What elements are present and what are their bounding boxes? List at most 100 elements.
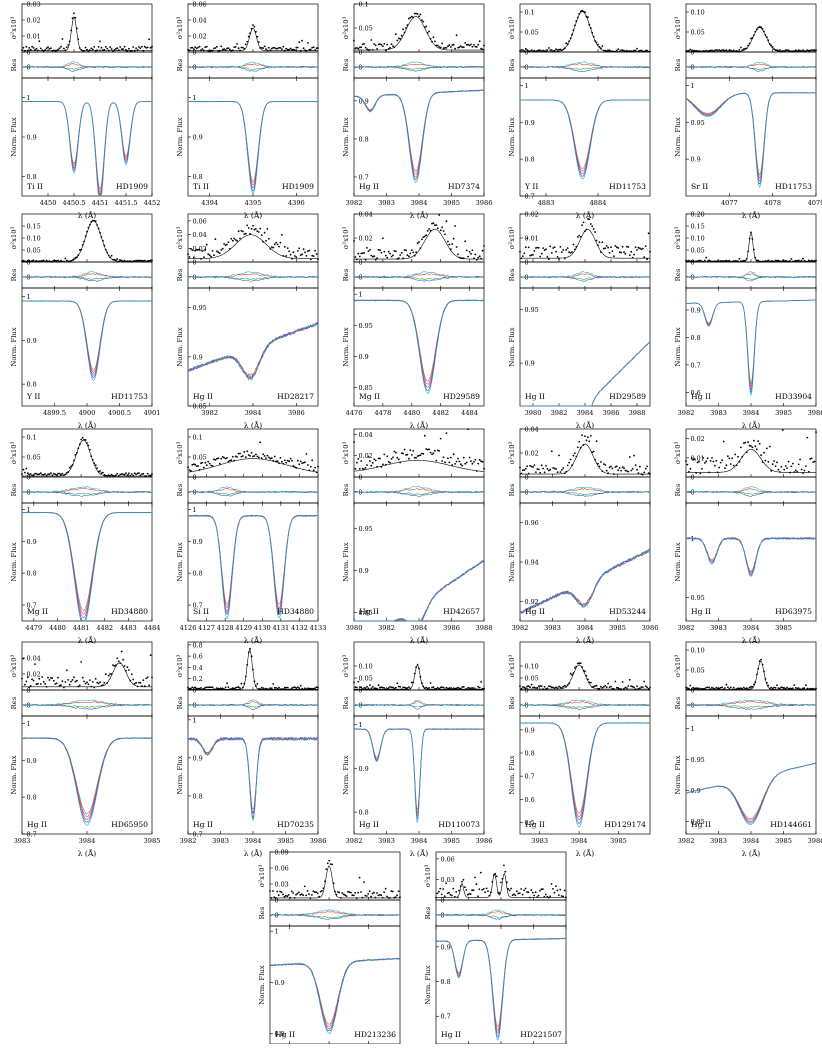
variance-point — [620, 469, 622, 472]
variance-point — [747, 441, 749, 444]
x-tick-label: 4452 — [144, 199, 161, 207]
y-tick-label: 0.8 — [275, 1030, 285, 1038]
variance-point — [233, 687, 236, 690]
variance-frame — [353, 213, 485, 263]
x-tick-label: 3982 — [678, 409, 695, 417]
y-tick-label: 0.04 — [193, 17, 207, 25]
variance-point — [454, 687, 456, 690]
variance-point — [741, 260, 744, 262]
variance-point — [608, 49, 611, 52]
variance-point — [71, 679, 74, 681]
y-tick-label: 0.85 — [193, 403, 207, 411]
variance-point — [90, 220, 93, 223]
variance-point — [143, 685, 146, 688]
x-tick-label: 3985 — [443, 199, 460, 207]
variance-point — [32, 474, 35, 476]
variance-point — [99, 470, 101, 472]
residual-curve — [435, 914, 567, 920]
variance-point — [54, 49, 57, 52]
variance-point — [283, 895, 286, 898]
variance-point — [223, 456, 226, 459]
variance-point — [304, 251, 306, 254]
variance-point — [223, 48, 226, 50]
variance-point — [568, 461, 570, 464]
variance-point — [210, 255, 213, 258]
residual-curve — [685, 703, 817, 710]
residual-axis-label: Res — [674, 268, 682, 281]
variance-frame — [685, 641, 817, 691]
variance-point — [133, 472, 136, 475]
variance-point — [565, 42, 568, 45]
variance-point — [738, 460, 741, 463]
variance-point — [52, 49, 55, 52]
variance-point — [628, 50, 631, 52]
variance-point — [141, 685, 143, 687]
residual-curve — [353, 699, 485, 706]
variance-point — [693, 260, 696, 263]
variance-point — [738, 257, 741, 260]
variance-point — [478, 888, 481, 891]
element-label: Hg II — [193, 392, 213, 401]
variance-point — [234, 687, 237, 689]
variance-point — [73, 676, 75, 679]
variance-point — [565, 470, 568, 473]
variance-point — [465, 461, 468, 464]
y-tick-label: 1 — [525, 82, 529, 90]
variance-point — [145, 46, 148, 49]
variance-point — [229, 247, 231, 250]
variance-point — [595, 41, 598, 44]
variance-point — [568, 40, 570, 43]
flux-axis-label: Norm. Flux — [342, 117, 350, 156]
x-tick-label: 3982 — [551, 409, 568, 417]
y-tick-label: 0.01 — [691, 454, 705, 462]
variance-point — [263, 231, 266, 234]
variance-point — [314, 49, 316, 51]
variance-point — [714, 688, 716, 690]
x-axis-label: λ (Å) — [410, 421, 428, 430]
y-tick-label: 0 — [441, 912, 445, 920]
variance-point — [783, 468, 786, 471]
y-tick-label: 0.1 — [193, 434, 203, 442]
variance-point — [790, 50, 793, 53]
variance-point — [221, 48, 224, 51]
variance-point — [63, 686, 65, 689]
variance-point — [61, 38, 64, 40]
variance-point — [64, 473, 67, 476]
variance-point — [690, 49, 693, 52]
flux-axis-label: Norm. Flux — [674, 542, 682, 581]
variance-point — [477, 256, 480, 259]
variance-point — [644, 49, 647, 52]
variance-point — [191, 464, 194, 466]
flux-model-curve — [187, 101, 319, 183]
star-label: HD33904 — [775, 392, 812, 401]
variance-curve — [270, 865, 400, 899]
variance-point — [789, 260, 791, 262]
variance-point — [106, 475, 109, 477]
variance-point — [628, 456, 631, 458]
variance-point — [293, 897, 296, 899]
variance-point — [536, 468, 539, 470]
variance-point — [435, 459, 438, 462]
y-tick-label: 0.9 — [359, 567, 369, 575]
variance-point — [358, 255, 361, 258]
variance-point — [390, 686, 393, 689]
variance-point — [751, 36, 754, 39]
variance-point — [357, 47, 360, 50]
variance-point — [240, 682, 243, 685]
y-tick-label: 0 — [691, 702, 695, 710]
variance-point — [799, 49, 801, 52]
variance-point — [67, 679, 70, 681]
flux-axis-label: Norm. Flux — [674, 117, 682, 156]
variance-point — [529, 686, 531, 689]
variance-point — [125, 49, 127, 51]
variance-point — [728, 259, 731, 262]
variance-point — [410, 249, 413, 252]
variance-point — [734, 453, 736, 456]
variance-point — [706, 50, 709, 53]
variance-point — [708, 686, 710, 689]
variance-point — [129, 679, 132, 682]
variance-point — [112, 258, 114, 261]
variance-point — [610, 685, 612, 688]
variance-point — [712, 687, 715, 690]
